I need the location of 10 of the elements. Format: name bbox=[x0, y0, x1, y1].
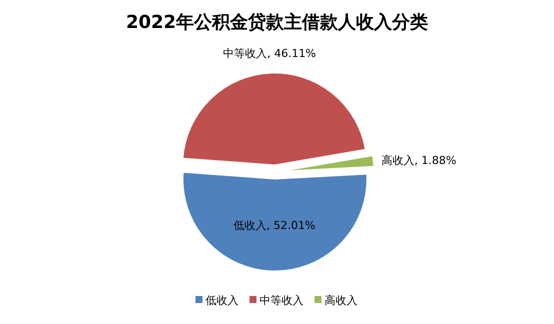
slice-label: 中等收入 bbox=[223, 47, 268, 60]
slice-label: 高收入 bbox=[381, 154, 414, 168]
chart-title: 2022年公积金贷款主借款人收入分类 bbox=[126, 12, 428, 33]
data-label: , 46.11% bbox=[267, 47, 316, 60]
legend-label: 中等收入 bbox=[260, 294, 304, 307]
legend-label: 低收入 bbox=[206, 294, 238, 307]
slice-label: 低收入 bbox=[233, 218, 266, 232]
legend-label: 高收入 bbox=[324, 294, 358, 307]
data-label: , 52.01% bbox=[266, 218, 316, 232]
data-label: , 1.88% bbox=[414, 154, 456, 168]
